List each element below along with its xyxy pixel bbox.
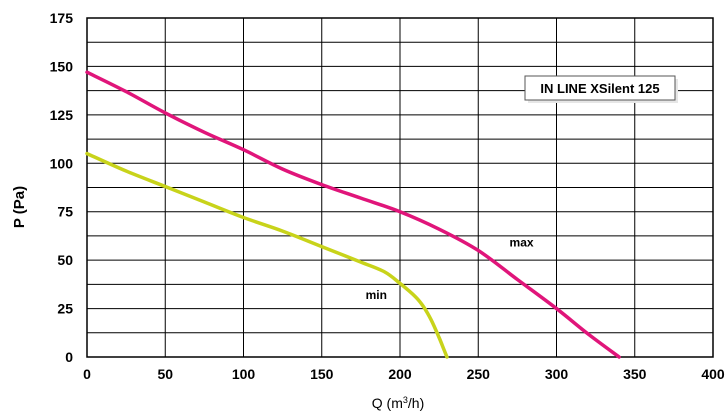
x-tick-label: 250 bbox=[467, 366, 491, 382]
x-axis-title: Q (m3/h) bbox=[372, 395, 424, 411]
plot-frame bbox=[86, 17, 714, 358]
y-tick-label: 175 bbox=[50, 10, 74, 26]
x-tick-label: 50 bbox=[157, 366, 173, 382]
x-tick-label: 300 bbox=[545, 366, 569, 382]
y-tick-label: 50 bbox=[57, 252, 73, 268]
x-tick-labels: 0 50 100 150 200 250 300 350 400 bbox=[83, 366, 725, 382]
y-tick-label: 100 bbox=[50, 155, 74, 171]
x-tick-label: 400 bbox=[701, 366, 725, 382]
x-axis-title-main: Q (m bbox=[372, 395, 403, 411]
y-tick-label: 150 bbox=[50, 58, 74, 74]
grid bbox=[86, 17, 714, 358]
y-tick-label: 125 bbox=[50, 107, 74, 123]
series-label-max: max bbox=[510, 236, 534, 250]
legend-box: IN LINE XSilent 125 bbox=[524, 75, 678, 103]
x-axis-title-sup: 3 bbox=[403, 395, 408, 405]
y-tick-labels: 0 25 50 75 100 125 150 175 bbox=[50, 10, 74, 365]
y-tick-label: 75 bbox=[57, 204, 73, 220]
x-tick-label: 150 bbox=[310, 366, 334, 382]
x-tick-label: 350 bbox=[623, 366, 647, 382]
x-tick-label: 200 bbox=[388, 366, 412, 382]
x-tick-label: 100 bbox=[232, 366, 256, 382]
series-line-max bbox=[85, 70, 621, 359]
series-labels: max min bbox=[366, 236, 534, 302]
x-axis-title-tail: /h) bbox=[408, 395, 424, 411]
y-axis-title: P (Pa) bbox=[11, 186, 28, 228]
legend-text: IN LINE XSilent 125 bbox=[540, 81, 659, 96]
y-tick-label: 0 bbox=[65, 349, 73, 365]
x-tick-label: 0 bbox=[83, 366, 91, 382]
y-tick-label: 25 bbox=[57, 301, 73, 317]
series-lines bbox=[85, 70, 621, 359]
series-label-min: min bbox=[366, 288, 387, 302]
series-line-min bbox=[85, 151, 449, 359]
